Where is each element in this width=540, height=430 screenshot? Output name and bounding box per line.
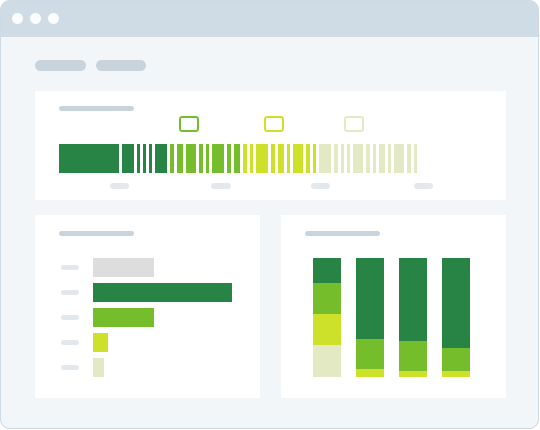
stripe-segment xyxy=(177,144,183,173)
stripe-segment xyxy=(199,144,203,173)
category-label-placeholder xyxy=(61,340,79,345)
category-label-placeholder xyxy=(61,265,79,270)
bar xyxy=(93,333,108,352)
category-label-placeholder xyxy=(61,315,79,320)
stripe-segment xyxy=(388,144,391,173)
stack-segment xyxy=(399,258,427,342)
stripe-segment xyxy=(243,144,247,173)
stripe-segment xyxy=(149,144,152,173)
stacked-column xyxy=(399,258,427,377)
stripe-segment xyxy=(186,144,196,173)
stack-segment xyxy=(356,338,384,369)
tab-placeholder-2[interactable] xyxy=(96,60,146,71)
window-control-dot[interactable] xyxy=(12,13,23,24)
stack-segment xyxy=(356,368,384,377)
stripe-segment xyxy=(306,144,310,173)
stripe-segment xyxy=(334,144,338,173)
stripe-segment xyxy=(319,144,331,173)
distribution-card xyxy=(35,91,506,200)
stripe-segment xyxy=(206,144,209,173)
stack-segment xyxy=(313,258,341,283)
stripe-segment xyxy=(59,144,119,173)
window-control-dot[interactable] xyxy=(48,13,59,24)
category-label-placeholder xyxy=(61,365,79,370)
card-title-placeholder xyxy=(59,106,134,111)
stripe-segment xyxy=(234,144,240,173)
stripe-segment xyxy=(227,144,231,173)
stripe-segment xyxy=(353,144,363,173)
stack-segment xyxy=(442,371,470,377)
legend-swatch xyxy=(344,116,364,132)
axis-label-placeholder xyxy=(414,183,433,189)
horizontal-bar-card xyxy=(35,215,260,398)
stacked-column-card xyxy=(281,215,506,398)
stack-segment xyxy=(399,371,427,377)
stripe-segment xyxy=(212,144,224,173)
stripe-segment xyxy=(347,144,350,173)
stripe-segment xyxy=(379,144,385,173)
stripe-segment xyxy=(394,144,404,173)
stripe-segment xyxy=(170,144,174,173)
stripe-segment xyxy=(414,144,417,173)
stripe-segment xyxy=(137,144,140,173)
stripe-segment xyxy=(341,144,344,173)
stripe-segment xyxy=(373,144,376,173)
stripe-segment xyxy=(407,144,411,173)
stripe-segment xyxy=(313,144,316,173)
card-title-placeholder xyxy=(59,231,134,236)
axis-label-placeholder xyxy=(211,183,231,189)
axis-label-placeholder xyxy=(110,183,129,189)
window-control-dot[interactable] xyxy=(30,13,41,24)
stack-segment xyxy=(399,341,427,372)
stack-segment xyxy=(313,283,341,314)
stack-segment xyxy=(313,313,341,345)
title-bar xyxy=(1,1,538,37)
stripe-segment xyxy=(143,144,146,173)
bar xyxy=(93,308,154,327)
stripe-segment xyxy=(271,144,275,173)
tab-placeholder-1[interactable] xyxy=(35,60,86,71)
stripe-segment xyxy=(366,144,370,173)
axis-label-placeholder xyxy=(311,183,330,189)
stacked-column xyxy=(442,258,470,377)
category-label-placeholder xyxy=(61,290,79,295)
stack-segment xyxy=(313,344,341,377)
bar xyxy=(93,283,232,302)
stacked-column xyxy=(313,258,341,377)
stack-segment xyxy=(442,348,470,372)
stripe-segment xyxy=(256,144,268,173)
stripe-segment xyxy=(287,144,290,173)
card-title-placeholder xyxy=(305,231,380,236)
legend-swatch xyxy=(264,116,284,132)
stripe-segment xyxy=(250,144,253,173)
stripe-segment xyxy=(293,144,303,173)
stripe-segment xyxy=(278,144,284,173)
stripe-segment xyxy=(122,144,134,173)
stack-segment xyxy=(356,258,384,339)
stacked-column xyxy=(356,258,384,377)
stripe-segment xyxy=(155,144,167,173)
stack-segment xyxy=(442,258,470,349)
bar xyxy=(93,358,104,377)
bar xyxy=(93,258,154,277)
legend-swatch xyxy=(179,116,199,132)
